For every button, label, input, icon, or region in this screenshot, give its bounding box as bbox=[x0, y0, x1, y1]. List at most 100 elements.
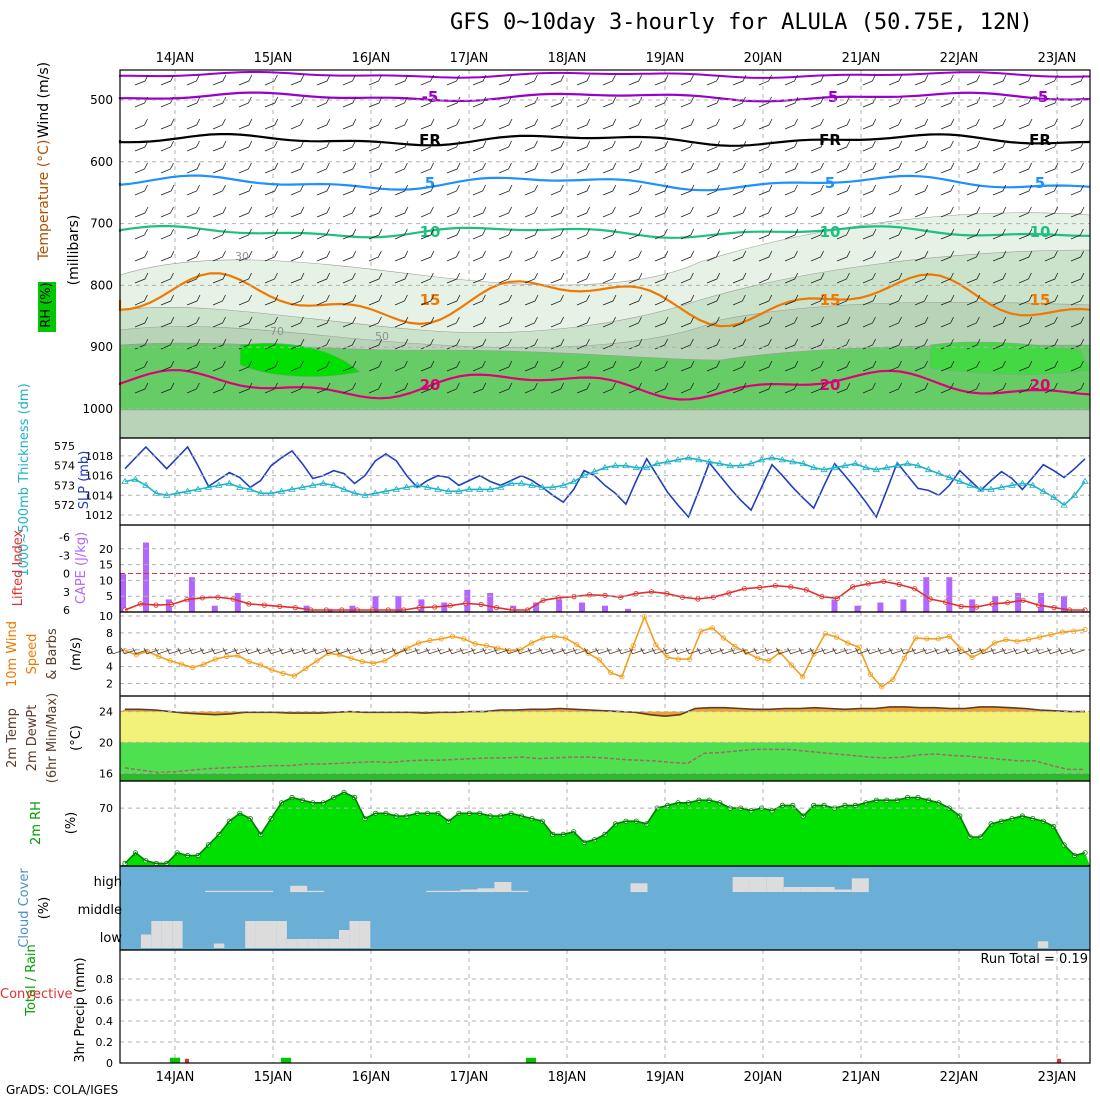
wind-barb bbox=[238, 206, 253, 218]
thickness-tick-label: 574 bbox=[54, 460, 75, 473]
panel-frame bbox=[119, 437, 1091, 526]
wind-barb bbox=[342, 228, 357, 240]
wind-barb bbox=[394, 316, 409, 328]
wind-barb bbox=[342, 206, 356, 218]
pressure-tick-label: 800 bbox=[90, 278, 113, 292]
wind-barb bbox=[784, 74, 798, 86]
wind-barb bbox=[550, 294, 564, 306]
wind-barb bbox=[758, 162, 772, 174]
wind-barb bbox=[290, 162, 305, 174]
wind-barb bbox=[1044, 382, 1058, 394]
wind-barb bbox=[212, 118, 226, 130]
cloud-low-block bbox=[318, 939, 329, 948]
wind-barb bbox=[576, 382, 591, 394]
wind-barb bbox=[472, 316, 487, 328]
cloud-low-block bbox=[245, 921, 256, 948]
precip-total-axis-label: Total / Rain bbox=[24, 944, 39, 1017]
wind-barb bbox=[212, 228, 226, 240]
wind-barb bbox=[472, 118, 486, 130]
cape-bar bbox=[487, 593, 494, 612]
wind-barb bbox=[1070, 118, 1084, 130]
wind-barb bbox=[316, 382, 331, 394]
wind-barb bbox=[966, 360, 980, 372]
wind-barb bbox=[290, 338, 305, 350]
wind-barb bbox=[446, 294, 461, 306]
wind-barb bbox=[316, 96, 330, 108]
wind-barb bbox=[290, 74, 305, 86]
wind-barb bbox=[862, 360, 877, 372]
wind-barb-10m bbox=[279, 647, 295, 655]
wind-barb bbox=[732, 250, 747, 262]
wind-barb-10m bbox=[651, 647, 668, 655]
wind-barb bbox=[758, 140, 772, 152]
wind-barb bbox=[706, 338, 721, 350]
wind-barb bbox=[784, 184, 798, 196]
wind-speed-axis-label: Speed bbox=[25, 634, 40, 675]
wind-barb bbox=[914, 250, 929, 262]
wind-barb bbox=[394, 294, 408, 306]
temp-contour-label: -5 bbox=[822, 88, 839, 106]
wind-barb bbox=[368, 228, 383, 240]
rh2m-line bbox=[124, 791, 1086, 865]
wind-barb bbox=[1044, 118, 1058, 130]
temp-contour-label: FR bbox=[819, 131, 841, 149]
wind-barb bbox=[836, 294, 850, 306]
wind-barb bbox=[732, 206, 747, 218]
wind-barb bbox=[810, 316, 825, 328]
wind-barb bbox=[706, 140, 721, 152]
wind-barb bbox=[524, 118, 539, 130]
wind-barb bbox=[446, 140, 460, 152]
wind-barb bbox=[186, 382, 200, 394]
wind-barb bbox=[550, 118, 564, 130]
wind-barb bbox=[290, 118, 304, 130]
wind-barb bbox=[160, 184, 175, 196]
wind-barb bbox=[446, 382, 460, 394]
wind-barb bbox=[472, 250, 486, 262]
wind-barb bbox=[628, 382, 642, 394]
wind-barb bbox=[342, 162, 357, 174]
cloud-low-block bbox=[151, 921, 162, 948]
wind-barb bbox=[914, 96, 928, 108]
wind-barb bbox=[446, 162, 461, 174]
wind-barb bbox=[498, 272, 512, 284]
wind-barb bbox=[784, 294, 799, 306]
wind-barb-10m bbox=[843, 647, 860, 655]
wind-barb-10m bbox=[617, 647, 634, 655]
wind-barb-10m bbox=[200, 647, 216, 655]
wind-barb bbox=[446, 272, 461, 284]
wind-barb bbox=[992, 250, 1007, 262]
wind-barb-10m bbox=[922, 647, 939, 655]
wind-barb bbox=[238, 250, 253, 262]
wind-barb bbox=[290, 316, 304, 328]
wind-barb bbox=[732, 272, 747, 284]
wind-barb bbox=[472, 162, 486, 174]
cloud-high-block bbox=[800, 887, 818, 892]
wind-barb bbox=[784, 228, 799, 240]
wind-barb bbox=[550, 140, 565, 152]
wind-tick-label: 4 bbox=[106, 661, 113, 674]
wind-barb bbox=[914, 316, 929, 328]
wind-barb bbox=[940, 162, 955, 174]
wind-barb bbox=[498, 140, 512, 152]
wind-barb bbox=[420, 294, 435, 306]
wind-barb bbox=[706, 206, 721, 218]
wind-barb-10m bbox=[493, 647, 510, 655]
precip-bar bbox=[526, 1057, 536, 1063]
bottom-date-label: 21JAN bbox=[842, 1070, 881, 1085]
wind-barb bbox=[342, 250, 357, 262]
wind-barb bbox=[888, 294, 902, 306]
pressure-tick-label: 1000 bbox=[82, 402, 113, 416]
wind-barb bbox=[602, 382, 616, 394]
wind-barb bbox=[628, 206, 643, 218]
wind-barb bbox=[160, 74, 175, 86]
wind-barb bbox=[134, 294, 148, 306]
wind-barb bbox=[706, 228, 721, 240]
temp-contour-top bbox=[119, 71, 1091, 79]
wind-barb bbox=[862, 316, 876, 328]
wind-barb bbox=[862, 74, 876, 86]
wind-barb bbox=[212, 360, 226, 372]
wind-barb bbox=[966, 206, 981, 218]
wind-barb bbox=[654, 184, 669, 196]
slp-axis-label: SLP (mb) bbox=[77, 451, 92, 510]
wind-barb bbox=[1044, 316, 1058, 328]
